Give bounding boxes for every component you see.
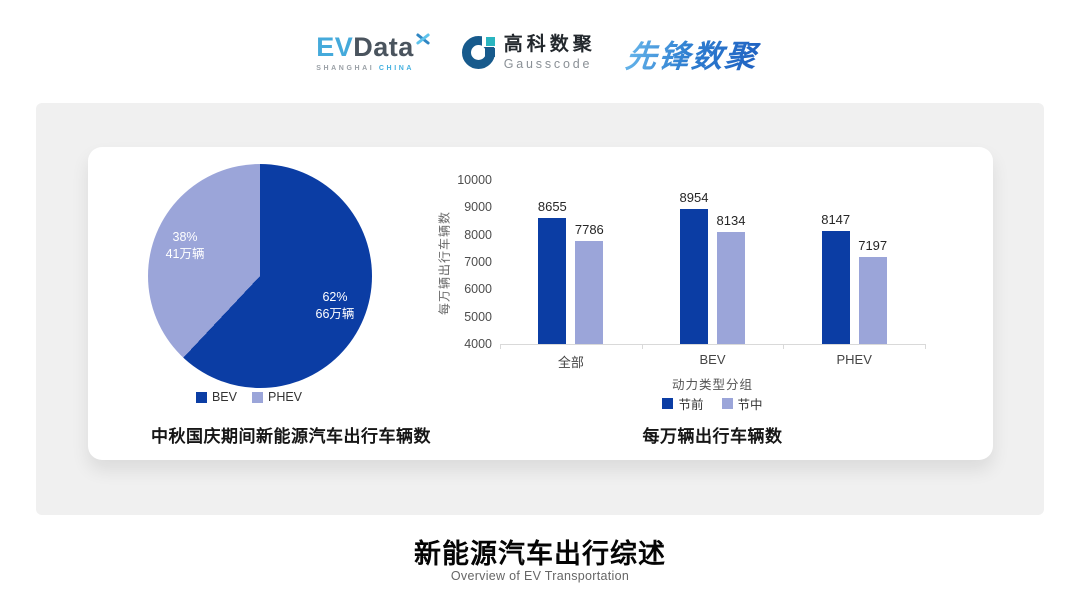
bar-x-axis-label: 动力类型分组 [671, 378, 753, 392]
y-tick-label: 6000 [464, 282, 492, 297]
page-subtitle: Overview of EV Transportation [450, 569, 630, 583]
evdata-logo: EV Data SHANGHAI CHINA [316, 34, 432, 73]
y-tick-label: 9000 [464, 200, 492, 215]
charts-card: 62% 66万辆 38% 41万辆 BEV PHEV 中秋国庆期间新能源汽车出行车辆数 … [88, 147, 993, 460]
gausscode-cn-text: 高科数聚 [503, 34, 596, 56]
page-title: 新能源汽车出行综述 [414, 539, 666, 569]
legend-item: BEV [195, 390, 237, 404]
legend-item: 节前 [662, 394, 704, 413]
bar-group: 8147 7197 [783, 181, 925, 344]
evdata-subtext-shanghai: SHANGHAI [316, 65, 375, 72]
evdata-ev-text: EV [316, 32, 354, 62]
bar: 8954 [680, 190, 708, 344]
legend-label: 节前 [678, 398, 704, 412]
pie-chart-title: 中秋国庆期间新能源汽车出行车辆数 [151, 427, 431, 446]
bar-value-label: 8655 [537, 198, 567, 214]
y-tick-label: 5000 [464, 309, 492, 324]
pioneer-logo: 先锋数聚 [623, 31, 766, 76]
legend-label: PHEV [267, 390, 303, 404]
legend-swatch [721, 398, 733, 409]
y-tick-label: 8000 [464, 227, 492, 242]
y-tick-label: 7000 [464, 255, 492, 269]
legend-item: 节中 [721, 394, 763, 413]
bar-value-label: 8954 [679, 190, 709, 206]
pie-legend: BEV PHEV [99, 390, 399, 404]
evdata-subtext: SHANGHAI CHINA [316, 65, 414, 72]
bar-group: 8954 8134 [642, 181, 784, 344]
legend-label: 节中 [737, 398, 763, 412]
bar: 8655 [538, 199, 567, 344]
legend-label: BEV [211, 390, 237, 404]
bar-value-label: 7197 [858, 238, 888, 254]
axis-tick [783, 344, 785, 349]
pie-slice-label: 38% 41万辆 [165, 230, 205, 262]
evdata-subtext-china: CHINA [378, 65, 415, 72]
bar-plot-groups: 8655 7786 8954 8134 8147 7197 [500, 181, 925, 344]
y-tick-label: 4000 [464, 337, 492, 351]
bar-legend: 节前 节中 [500, 394, 925, 413]
pie-slice-label: 62% 66万辆 [315, 289, 355, 321]
bar-group: 8655 7786 [500, 181, 642, 344]
charts-panel: 62% 66万辆 38% 41万辆 BEV PHEV 中秋国庆期间新能源汽车出行车辆数 … [36, 103, 1044, 515]
axis-tick [925, 344, 926, 349]
y-tick-label: 10000 [457, 173, 492, 187]
category-label: BEV [699, 352, 726, 367]
legend-swatch [195, 391, 207, 403]
axis-tick [500, 344, 501, 349]
gausscode-logo: 高科数聚 Gausscode [461, 34, 596, 71]
bar-value-label: 7786 [574, 222, 604, 238]
bar: 7197 [858, 238, 887, 344]
bar: 8134 [717, 213, 745, 344]
logo-bar: EV Data SHANGHAI CHINA 高科数聚 Gausscode 先锋… [0, 22, 1080, 84]
bar-chart-title: 每万辆出行车辆数 [642, 427, 783, 446]
category-label: 全部 [557, 355, 584, 370]
bar-value-label: 8147 [821, 212, 851, 228]
legend-item: PHEV [251, 390, 303, 404]
evdata-wordmark: EV Data [316, 34, 432, 61]
bar-plot-area: 8655 7786 8954 8134 8147 7197 [500, 181, 926, 349]
gausscode-g-ring-icon [461, 36, 496, 70]
evdata-data-text: Data [353, 32, 414, 62]
bar-value-label: 8134 [716, 212, 746, 228]
legend-swatch [251, 391, 263, 403]
bar: 7786 [575, 222, 604, 344]
gausscode-en-text: Gausscode [503, 56, 593, 71]
category-label: PHEV [836, 352, 872, 367]
bar-categories: 全部 BEV PHEV [500, 352, 925, 371]
evdata-x-cross-icon [415, 31, 432, 46]
bar: 8147 [821, 212, 850, 344]
bar-yticks: 10000 9000 8000 7000 6000 5000 4000 [418, 173, 492, 351]
pie-chart: 62% 66万辆 38% 41万辆 [148, 164, 372, 388]
axis-tick [641, 344, 643, 349]
legend-swatch [662, 398, 674, 409]
